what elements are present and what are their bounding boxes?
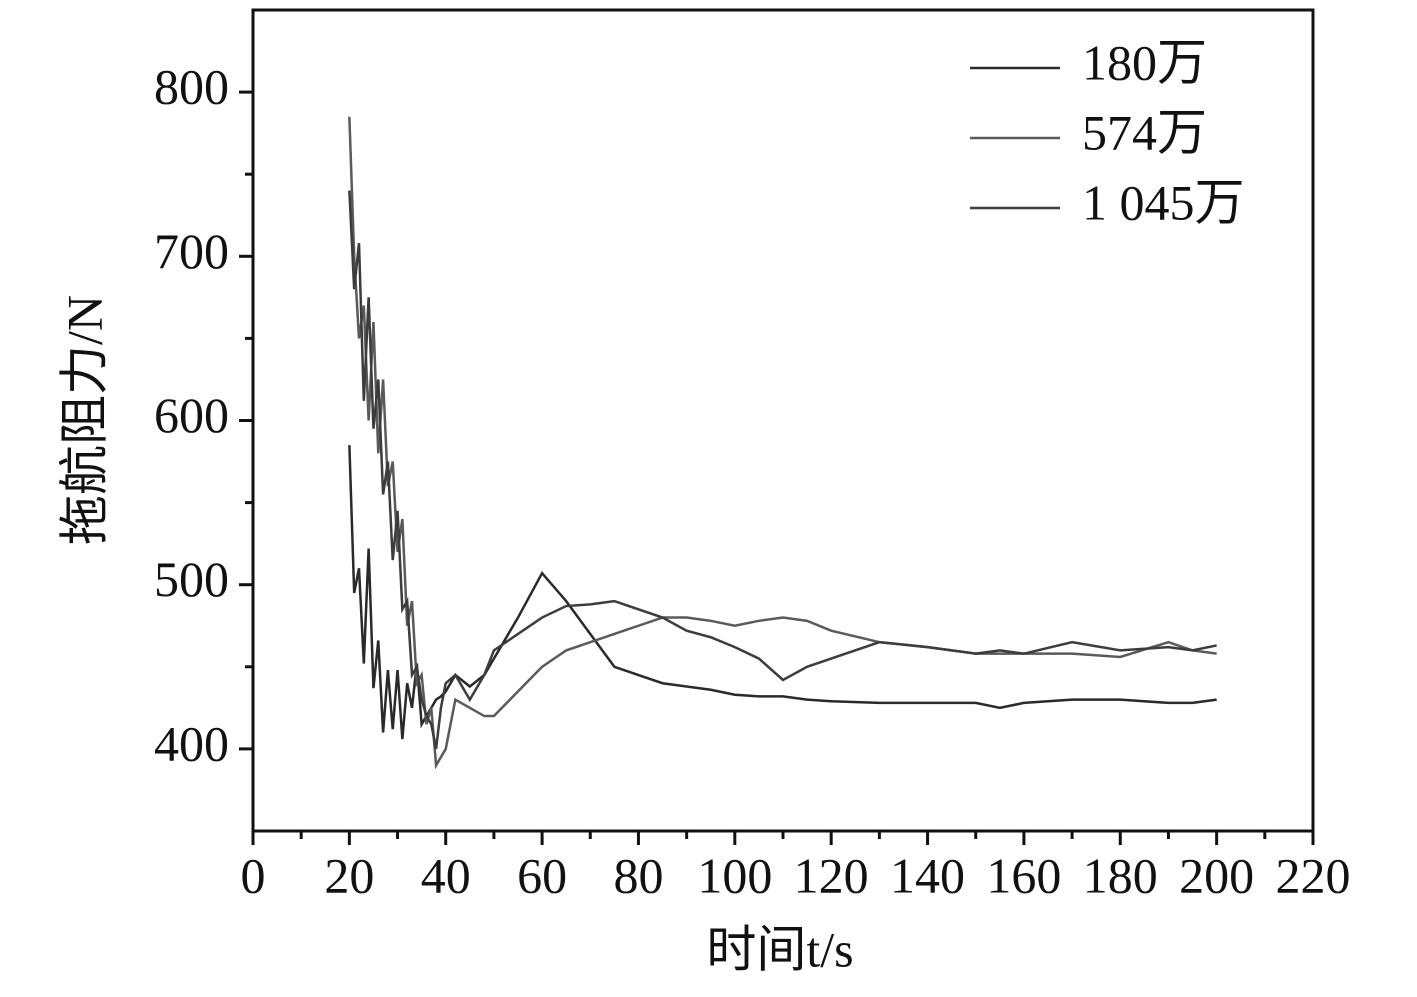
legend-label: 1 045万 bbox=[1082, 174, 1245, 230]
x-tick-label: 180 bbox=[1083, 847, 1158, 903]
x-tick-label: 60 bbox=[517, 847, 567, 903]
x-tick-label: 160 bbox=[986, 847, 1061, 903]
x-tick-label: 120 bbox=[794, 847, 869, 903]
y-axis-label: 拖航阻力/N bbox=[56, 295, 112, 545]
series-line bbox=[348, 445, 1217, 740]
legend-label: 180万 bbox=[1082, 34, 1207, 90]
y-tick-label: 700 bbox=[154, 223, 229, 279]
y-tick-label: 400 bbox=[154, 715, 229, 771]
y-tick-label: 800 bbox=[154, 59, 229, 115]
y-tick-label: 600 bbox=[154, 387, 229, 443]
x-tick-label: 200 bbox=[1179, 847, 1254, 903]
x-tick-label: 140 bbox=[890, 847, 965, 903]
legend-label: 574万 bbox=[1082, 104, 1207, 160]
series-line bbox=[348, 190, 1217, 750]
y-tick-label: 500 bbox=[154, 551, 229, 607]
x-tick-label: 80 bbox=[613, 847, 663, 903]
x-tick-label: 40 bbox=[421, 847, 471, 903]
x-tick-label: 220 bbox=[1276, 847, 1351, 903]
x-tick-label: 0 bbox=[241, 847, 266, 903]
x-axis-label: 时间t/s bbox=[706, 921, 853, 977]
x-tick-label: 20 bbox=[324, 847, 374, 903]
x-tick-label: 100 bbox=[697, 847, 772, 903]
